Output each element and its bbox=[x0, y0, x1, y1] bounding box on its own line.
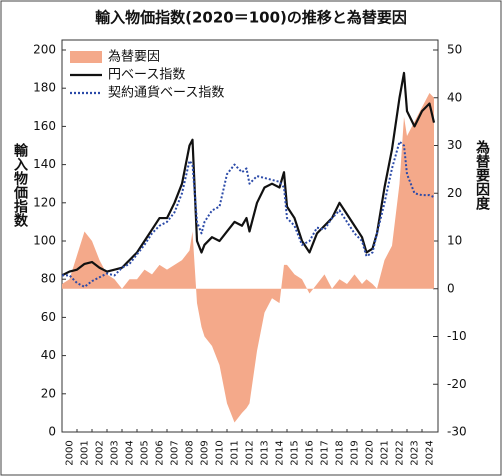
x-tick-label: 2023 bbox=[410, 440, 421, 465]
x-tick-label: 2006 bbox=[155, 440, 166, 465]
dotted-line bbox=[62, 140, 435, 288]
y-tick-label: 80 bbox=[41, 272, 56, 286]
y-tick-label: 100 bbox=[33, 234, 56, 248]
y-tick-label: 160 bbox=[33, 119, 56, 133]
x-tick-label: 2017 bbox=[320, 440, 331, 465]
legend-swatch bbox=[70, 51, 102, 63]
y2-tick-label: -20 bbox=[447, 377, 467, 391]
plot-area bbox=[61, 39, 439, 433]
y2-axis-label: 為替要因度 bbox=[474, 139, 491, 211]
y-tick-label: 180 bbox=[33, 81, 56, 95]
x-tick-label: 2016 bbox=[305, 440, 316, 465]
y-tick-label: 0 bbox=[48, 425, 56, 439]
x-tick-label: 2014 bbox=[275, 440, 286, 465]
legend-label: 円ベース指数 bbox=[108, 68, 185, 83]
x-tick-label: 2018 bbox=[335, 440, 346, 465]
x-tick-label: 2004 bbox=[125, 440, 136, 465]
y-tick-label: 200 bbox=[33, 43, 56, 57]
chart-title: 輸入物価指数(2020＝100)の推移と為替要因 bbox=[95, 9, 407, 27]
x-tick-label: 2011 bbox=[230, 440, 241, 465]
x-tick-label: 2009 bbox=[200, 440, 211, 465]
x-tick-label: 2021 bbox=[380, 440, 391, 465]
y2-tick-label: 10 bbox=[447, 234, 462, 248]
y2-tick-label: -10 bbox=[447, 329, 467, 343]
y2-tick-label: 50 bbox=[447, 43, 462, 57]
x-tick-label: 2001 bbox=[80, 440, 91, 465]
x-tick-label: 2020 bbox=[365, 440, 376, 465]
x-tick-label: 2002 bbox=[95, 440, 106, 465]
x-tick-label: 2022 bbox=[395, 440, 406, 465]
legend-label: 契約通貨ベース指数 bbox=[108, 85, 224, 101]
x-tick-label: 2003 bbox=[110, 440, 121, 465]
x-tick-label: 2015 bbox=[290, 440, 301, 465]
x-tick-label: 2000 bbox=[65, 440, 76, 465]
x-tick-label: 2019 bbox=[350, 440, 361, 465]
y2-tick-label: 20 bbox=[447, 186, 462, 200]
y-tick-label: 140 bbox=[33, 157, 56, 171]
legend-label: 為替要因 bbox=[108, 49, 160, 65]
y2-tick-label: 0 bbox=[447, 281, 455, 295]
x-tick-label: 2013 bbox=[260, 440, 271, 465]
y2-tick-label: -30 bbox=[447, 425, 467, 439]
line bbox=[61, 71, 436, 277]
x-tick-label: 2005 bbox=[140, 440, 151, 465]
x-tick-label: 2008 bbox=[185, 440, 196, 465]
y-axis-label: 輸入物価指数 bbox=[12, 142, 29, 228]
y2-tick-label: 40 bbox=[447, 90, 462, 104]
x-tick-label: 2007 bbox=[170, 440, 181, 465]
y2-tick-label: 30 bbox=[447, 138, 462, 152]
x-tick-label: 2024 bbox=[425, 440, 436, 465]
x-tick-label: 2012 bbox=[245, 440, 256, 465]
x-tick-label: 2010 bbox=[215, 440, 226, 465]
y-tick-label: 60 bbox=[41, 310, 56, 324]
area bbox=[62, 92, 434, 423]
y-tick-label: 20 bbox=[41, 386, 56, 400]
y-tick-label: 120 bbox=[33, 195, 56, 209]
y-tick-label: 40 bbox=[41, 348, 56, 362]
